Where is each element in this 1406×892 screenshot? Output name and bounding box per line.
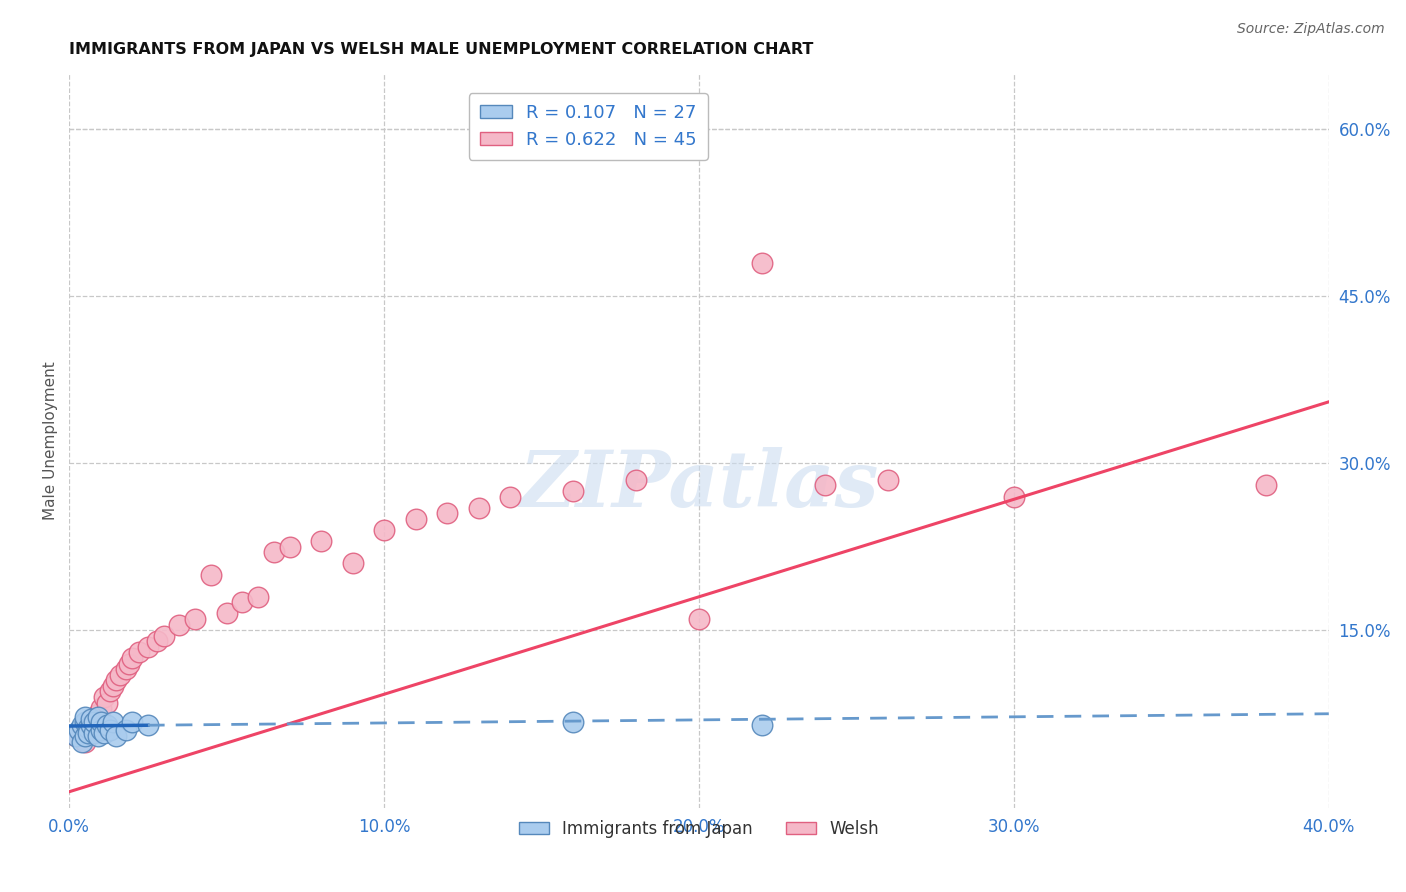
Point — [562, 714, 585, 729]
Point — [90, 723, 112, 738]
Point — [136, 718, 159, 732]
Point — [405, 512, 427, 526]
Point — [77, 718, 100, 732]
Point — [128, 645, 150, 659]
Point — [309, 534, 332, 549]
Point — [93, 690, 115, 704]
Point — [169, 617, 191, 632]
Point — [73, 714, 96, 729]
Point — [467, 500, 489, 515]
Y-axis label: Male Unemployment: Male Unemployment — [44, 361, 58, 520]
Point — [118, 657, 141, 671]
Point — [136, 640, 159, 654]
Point — [73, 710, 96, 724]
Point — [105, 729, 128, 743]
Point — [751, 255, 773, 269]
Point — [86, 706, 108, 721]
Point — [814, 478, 837, 492]
Point — [624, 473, 647, 487]
Point — [115, 662, 138, 676]
Point — [90, 701, 112, 715]
Point — [877, 473, 900, 487]
Point — [73, 729, 96, 743]
Point — [70, 725, 93, 739]
Point — [96, 696, 118, 710]
Text: IMMIGRANTS FROM JAPAN VS WELSH MALE UNEMPLOYMENT CORRELATION CHART: IMMIGRANTS FROM JAPAN VS WELSH MALE UNEM… — [69, 42, 814, 57]
Point — [1254, 478, 1277, 492]
Point — [105, 673, 128, 688]
Point — [73, 734, 96, 748]
Point — [67, 723, 90, 738]
Point — [146, 634, 169, 648]
Point — [499, 490, 522, 504]
Point — [278, 540, 301, 554]
Legend: Immigrants from Japan, Welsh: Immigrants from Japan, Welsh — [512, 813, 886, 844]
Point — [562, 483, 585, 498]
Point — [108, 667, 131, 681]
Point — [231, 595, 253, 609]
Text: Source: ZipAtlas.com: Source: ZipAtlas.com — [1237, 22, 1385, 37]
Point — [215, 607, 238, 621]
Point — [83, 725, 105, 739]
Point — [90, 718, 112, 732]
Point — [121, 714, 143, 729]
Point — [90, 714, 112, 729]
Point — [121, 651, 143, 665]
Text: ZIPatlas: ZIPatlas — [519, 447, 879, 524]
Point — [688, 612, 710, 626]
Point — [373, 523, 395, 537]
Point — [103, 714, 125, 729]
Point — [80, 723, 103, 738]
Point — [98, 684, 121, 698]
Point — [115, 723, 138, 738]
Point — [96, 718, 118, 732]
Point — [65, 729, 87, 743]
Point — [103, 679, 125, 693]
Point — [80, 712, 103, 726]
Point — [86, 729, 108, 743]
Point — [65, 729, 87, 743]
Point — [152, 629, 174, 643]
Point — [83, 712, 105, 726]
Point — [98, 723, 121, 738]
Point — [70, 718, 93, 732]
Point — [184, 612, 207, 626]
Point — [83, 714, 105, 729]
Point — [263, 545, 285, 559]
Point — [77, 725, 100, 739]
Point — [200, 567, 222, 582]
Point — [436, 506, 458, 520]
Point — [77, 721, 100, 735]
Point — [86, 710, 108, 724]
Point — [70, 734, 93, 748]
Point — [247, 590, 270, 604]
Point — [1002, 490, 1025, 504]
Point — [342, 557, 364, 571]
Point — [80, 718, 103, 732]
Point — [751, 718, 773, 732]
Point — [93, 725, 115, 739]
